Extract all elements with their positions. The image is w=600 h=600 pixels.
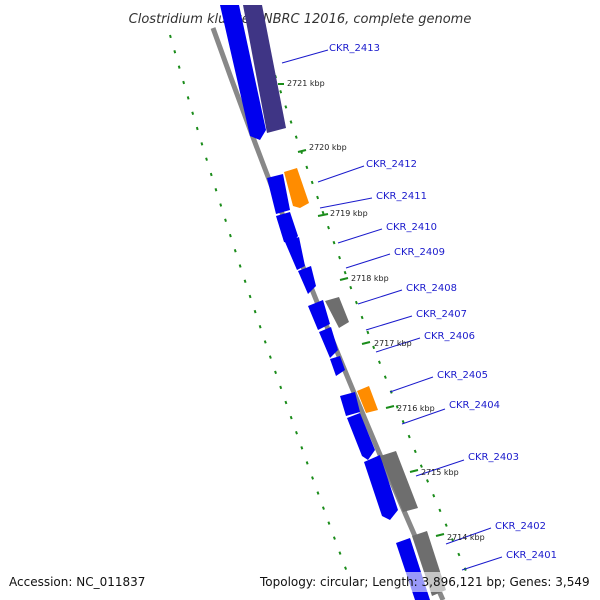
gene-label[interactable]: CKR_2401 [506, 550, 557, 561]
gene-label[interactable]: CKR_2412 [366, 159, 417, 170]
gene-arrow-forward-5 [298, 266, 316, 294]
leader-line [401, 408, 446, 425]
leader-line [317, 165, 365, 183]
gene-arrow-forward-3 [276, 212, 298, 244]
gene-rna-ckr-2412 [284, 168, 309, 208]
gene-arrow-forward-7 [319, 327, 338, 358]
gene-arrow-forward-1 [220, 5, 266, 140]
gene-arrow-forward-8 [330, 356, 345, 376]
scale-tick [297, 149, 307, 153]
gene-grey-ckr-2403 [380, 451, 418, 512]
gene-label[interactable]: CKR_2410 [386, 222, 437, 233]
gene-label[interactable]: CKR_2403 [468, 452, 519, 463]
scale-tick [317, 213, 329, 217]
leader-line [337, 228, 383, 244]
scale-label: 2719 kbp [330, 209, 368, 218]
scale-tick [385, 405, 395, 409]
leader-line [345, 253, 391, 269]
scale-label: 2717 kbp [374, 339, 412, 348]
leader-line [357, 289, 403, 305]
gene-label[interactable]: CKR_2402 [495, 521, 546, 532]
leader-line [375, 337, 421, 353]
gene-label[interactable]: CKR_2407 [416, 309, 467, 320]
accession-label: Accession: NC_011837 [9, 575, 145, 589]
scale-label: 2718 kbp [351, 274, 389, 283]
scale-tick [361, 341, 371, 345]
gene-arrow-forward-9 [340, 392, 360, 416]
gene-label[interactable]: CKR_2411 [376, 191, 427, 202]
gene-arrow-forward-4 [285, 237, 305, 270]
gene-arrow-forward-11 [364, 455, 398, 520]
inner-dotted-track [269, 59, 471, 581]
gene-arrow-forward-10 [347, 413, 375, 460]
scale-label: 2721 kbp [287, 79, 325, 88]
leader-line [445, 527, 492, 545]
gene-arrow-forward-6 [308, 300, 330, 330]
leader-line [461, 556, 503, 571]
gene-grey-ckr-2408 [325, 297, 349, 328]
gene-rna-ckr-2405 [357, 386, 378, 413]
gene-label[interactable]: CKR_2408 [406, 283, 457, 294]
leader-line [389, 376, 434, 393]
leader-line [319, 197, 373, 209]
footer-backdrop [0, 572, 600, 592]
scale-tick [435, 533, 445, 537]
gene-labels: CKR_2413 CKR_2412 CKR_2411 CKR_2410 CKR_… [281, 43, 557, 571]
scale-label: 2715 kbp [421, 468, 459, 477]
gene-arrow-forward-2 [267, 174, 290, 214]
leader-line [415, 459, 465, 477]
gene-arrow-ckr-2413-reverse [243, 5, 286, 133]
scale-label: 2716 kbp [397, 404, 435, 413]
gene-label[interactable]: CKR_2409 [394, 247, 445, 258]
scale-labels: 2721 kbp 2720 kbp 2719 kbp 2718 kbp 2717… [278, 79, 485, 542]
scale-tick [409, 469, 419, 473]
map-title: Clostridium kluyveri NBRC 12016, complet… [129, 12, 472, 27]
gene-label[interactable]: CKR_2413 [329, 43, 380, 54]
scale-tick [339, 277, 349, 281]
scale-label: 2714 kbp [447, 533, 485, 542]
gene-label[interactable]: CKR_2406 [424, 331, 475, 342]
gene-label[interactable]: CKR_2405 [437, 370, 488, 381]
scale-label: 2720 kbp [309, 143, 347, 152]
leader-line [281, 49, 329, 64]
gene-label[interactable]: CKR_2404 [449, 400, 500, 411]
topology-label: Topology: circular; Length: 3,896,121 bp… [259, 575, 590, 589]
leader-line [365, 315, 413, 331]
